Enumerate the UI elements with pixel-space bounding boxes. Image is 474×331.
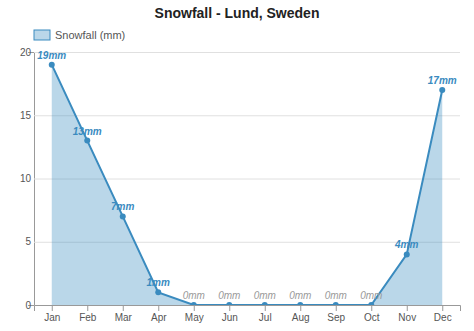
data-label: 17mm <box>428 75 457 86</box>
plot: 0 5 10 15 20 Jan Feb Mar Apr May Jun Jul Aug Sep Oct No… <box>20 47 461 323</box>
area <box>52 65 443 305</box>
x-tick-mark <box>407 305 408 311</box>
x-tick-mark <box>265 305 266 311</box>
y-tick-label: 20 <box>20 47 32 58</box>
data-label: 0mm <box>218 290 240 301</box>
x-tick-mark <box>300 305 301 311</box>
data-label: 0mm <box>325 290 347 301</box>
x-tick-label: Sep <box>327 312 345 323</box>
x-tick: May <box>185 305 204 323</box>
point <box>262 302 268 305</box>
x-tick-label: Nov <box>398 312 416 323</box>
x-tick: Jan <box>44 305 60 323</box>
y-axis: 0 5 10 15 20 <box>20 47 460 311</box>
x-tick-label: Jun <box>222 312 238 323</box>
x-axis-line <box>35 306 461 312</box>
x-tick-label: Jan <box>44 312 60 323</box>
data-label: 0mm <box>289 290 311 301</box>
grid-line <box>34 115 460 116</box>
x-tick-mark <box>442 305 443 311</box>
point <box>84 138 90 144</box>
data-labels: 19mm 13mm 7mm 1mm 0mm 0mm 0mm 0mm 0mm 0mm 4mm 17mm <box>37 50 457 301</box>
data-label: 13mm <box>73 126 102 137</box>
point <box>439 87 445 93</box>
y-tick-label: 0 <box>25 300 31 311</box>
legend-swatch <box>34 30 50 40</box>
data-label: 0mm <box>360 290 382 301</box>
point <box>191 302 197 305</box>
x-tick-label: Feb <box>79 312 97 323</box>
title: Snowfall - Lund, Sweden <box>155 5 320 21</box>
data-label: 19mm <box>37 50 66 61</box>
legend: Snowfall (mm) <box>34 29 125 41</box>
line <box>52 65 443 305</box>
x-tick-mark <box>229 305 230 311</box>
data-label: 7mm <box>111 201 134 212</box>
marks <box>49 62 446 305</box>
x-tick: Mar <box>115 305 133 323</box>
x-tick: Feb <box>79 305 97 323</box>
x-tick: Jul <box>259 305 272 323</box>
x-tick-mark <box>87 305 88 311</box>
x-tick-label: Oct <box>364 312 380 323</box>
x-tick: Dec <box>434 305 452 323</box>
y-tick-label: 15 <box>20 110 32 121</box>
point <box>368 302 374 305</box>
y-tick: 15 <box>20 110 460 121</box>
x-tick-mark <box>371 305 372 311</box>
x-tick-mark <box>194 305 195 311</box>
point <box>49 62 55 68</box>
data-label: 4mm <box>394 239 418 250</box>
x-tick-label: May <box>185 312 204 323</box>
x-tick-mark <box>336 305 337 311</box>
x-tick-label: Dec <box>434 312 452 323</box>
point <box>333 302 339 305</box>
grid-line <box>34 52 460 53</box>
x-tick-label: Apr <box>151 312 167 323</box>
x-tick: Apr <box>151 305 167 323</box>
point <box>120 213 126 219</box>
legend-label: Snowfall (mm) <box>55 29 125 41</box>
y-tick-label: 5 <box>25 236 31 247</box>
point <box>155 289 161 295</box>
x-tick-label: Aug <box>292 312 310 323</box>
x-tick-mark <box>158 305 159 311</box>
data-label: 0mm <box>254 290 276 301</box>
x-tick-mark <box>52 305 53 311</box>
point <box>226 302 232 305</box>
data-label: 1mm <box>147 277 170 288</box>
x-tick: Oct <box>364 305 380 323</box>
x-tick: Aug <box>292 305 310 323</box>
x-axis: Jan Feb Mar Apr May Jun Jul Aug Sep Oct Nov Dec <box>35 305 461 323</box>
point <box>404 251 410 257</box>
y-tick: 20 <box>20 47 460 58</box>
x-tick: Jun <box>222 305 238 323</box>
x-tick: Nov <box>398 305 416 323</box>
x-tick-label: Jul <box>259 312 272 323</box>
data-label: 0mm <box>183 290 205 301</box>
x-tick-label: Mar <box>115 312 133 323</box>
legend-item: Snowfall (mm) <box>34 29 125 41</box>
chart: Snowfall - Lund, Sweden 0 5 10 15 20 Jan Feb Mar… <box>0 0 474 331</box>
x-tick-mark <box>123 305 124 311</box>
y-tick-label: 10 <box>20 173 32 184</box>
x-tick: Sep <box>327 305 345 323</box>
point <box>297 302 303 305</box>
